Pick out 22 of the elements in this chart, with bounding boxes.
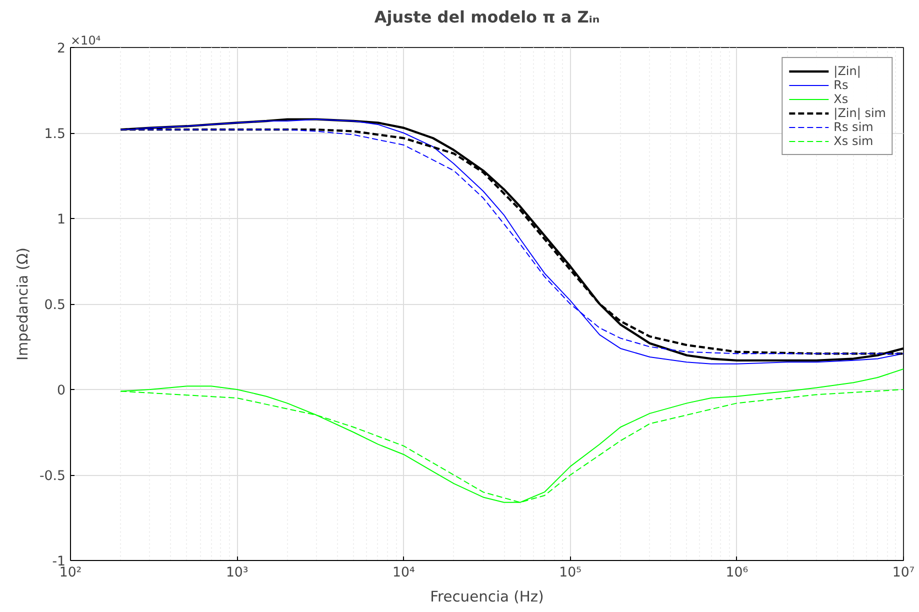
- legend-label: |Zin|: [834, 64, 861, 78]
- x-axis-title: Frecuencia (Hz): [430, 588, 544, 606]
- y-tick-label: 1.5: [44, 127, 66, 142]
- legend-label: Xs sim: [834, 134, 874, 148]
- legend-label: Xs: [834, 92, 850, 106]
- x-tick-label: 10²: [59, 566, 82, 580]
- y-tick-label: -0.5: [39, 469, 66, 484]
- y-tick-label: 0.5: [44, 298, 66, 313]
- legend-label: Rs sim: [834, 120, 874, 134]
- x-tick-label: 10⁷: [892, 566, 915, 580]
- x-tick-label: 10⁴: [392, 566, 415, 580]
- chart-title: Ajuste del modelo π a Zᵢₙ: [374, 8, 600, 26]
- y-tick-label: 2: [57, 42, 66, 56]
- x-tick-label: 10³: [226, 566, 248, 580]
- legend-label: |Zin| sim: [834, 106, 886, 120]
- legend-label: Rs: [834, 78, 850, 92]
- x-tick-label: 10⁵: [559, 566, 582, 580]
- x-tick-label: 10⁶: [726, 566, 748, 580]
- y-axis-title: Impedancia (Ω): [14, 248, 32, 360]
- y-tick-label: 1: [57, 212, 66, 228]
- y-tick-label: 0: [57, 384, 66, 398]
- text: ×10⁴: [70, 34, 101, 48]
